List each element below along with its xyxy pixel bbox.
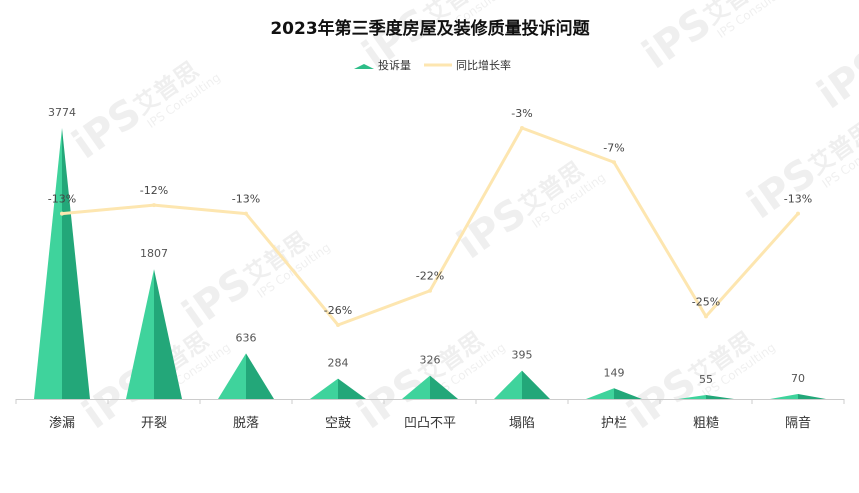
growth-value-label-6: -3% <box>511 107 532 120</box>
complaint-series <box>34 128 826 399</box>
complaint-triangle-right-face <box>706 395 734 399</box>
x-axis-label-4: 空鼓 <box>325 416 351 431</box>
x-axis-labels: 渗漏 开裂 脱落 空鼓 凹凸不平 塌陷 护栏 粗糙 隔音 <box>49 415 811 431</box>
complaint-triangle-right-face <box>614 388 642 399</box>
growth-point-4 <box>336 323 340 327</box>
complaint-value-label-2: 1807 <box>140 247 168 260</box>
complaint-triangle-left-face <box>494 370 522 399</box>
x-axis-ticks <box>15 399 845 404</box>
complaint-value-label-5: 326 <box>420 354 441 367</box>
growth-point-3 <box>244 211 248 216</box>
complaint-value-label-6: 395 <box>512 349 533 362</box>
growth-point-7 <box>612 160 616 165</box>
complaint-triangle-right-face <box>62 128 90 399</box>
growth-point-8 <box>704 314 708 319</box>
complaint-value-label-1: 3774 <box>48 106 76 119</box>
x-axis-label-8: 粗糙 <box>693 416 719 431</box>
complaint-triangle-8 <box>678 395 734 399</box>
complaint-triangle-left-face <box>310 378 338 399</box>
x-axis-label-2: 开裂 <box>141 416 167 431</box>
complaint-value-label-3: 636 <box>236 331 257 344</box>
legend[interactable]: 投诉量 同比增长率 <box>354 58 511 72</box>
growth-value-label-5: -22% <box>416 270 444 283</box>
complaint-triangle-3 <box>218 353 274 399</box>
complaint-value-label-7: 149 <box>604 366 625 379</box>
growth-value-label-2: -12% <box>140 184 168 197</box>
complaint-triangle-right-face <box>154 269 182 399</box>
legend-label-growth: 同比增长率 <box>456 58 511 72</box>
x-axis-label-6: 塌陷 <box>509 416 535 431</box>
x-axis-label-3: 脱落 <box>233 416 259 431</box>
complaint-triangle-left-face <box>678 395 706 399</box>
complaint-value-labels: 3774 1807 636 284 326 395 149 55 70 <box>48 106 805 386</box>
complaint-triangle-left-face <box>34 128 62 399</box>
complaint-triangle-right-face <box>246 353 274 399</box>
growth-value-label-8: -25% <box>692 295 720 308</box>
growth-point-9 <box>796 211 800 216</box>
legend-swatch-complaints <box>354 64 374 69</box>
complaint-triangle-1 <box>34 128 90 399</box>
complaint-triangle-left-face <box>402 375 430 399</box>
growth-value-label-4: -26% <box>324 304 352 317</box>
complaint-value-label-8: 55 <box>699 373 713 386</box>
x-axis-label-5: 凹凸不平 <box>404 416 456 431</box>
complaint-triangle-4 <box>310 378 366 399</box>
growth-point-1 <box>60 211 64 216</box>
complaint-triangle-6 <box>494 370 550 399</box>
chart-title: 2023年第三季度房屋及装修质量投诉问题 <box>270 18 590 39</box>
x-axis-label-7: 护栏 <box>601 416 627 431</box>
complaint-triangle-right-face <box>522 370 550 399</box>
complaint-triangle-9 <box>770 393 826 399</box>
growth-value-label-1: -13% <box>48 193 76 206</box>
growth-series <box>60 126 800 327</box>
complaint-triangle-right-face <box>430 375 458 399</box>
x-axis-label-9: 隔音 <box>785 415 811 431</box>
growth-value-label-3: -13% <box>232 193 260 206</box>
complaint-triangle-7 <box>586 388 642 399</box>
growth-value-labels: -13% -12% -13% -26% -22% -3% -7% -25% -13% <box>48 107 812 317</box>
growth-value-label-9: -13% <box>784 193 812 206</box>
complaint-triangle-left-face <box>770 393 798 399</box>
complaint-triangle-5 <box>402 375 458 399</box>
legend-label-complaints: 投诉量 <box>378 58 411 72</box>
complaint-triangle-right-face <box>798 393 826 399</box>
complaint-triangle-left-face <box>218 353 246 399</box>
complaint-triangle-2 <box>126 269 182 399</box>
growth-point-2 <box>152 203 156 208</box>
complaint-value-label-9: 70 <box>791 372 805 385</box>
x-axis-label-1: 渗漏 <box>49 415 75 431</box>
growth-point-5 <box>428 288 432 293</box>
complaint-value-label-4: 284 <box>328 357 349 370</box>
complaint-triangle-left-face <box>586 388 614 399</box>
growth-line <box>61 126 800 327</box>
growth-value-label-7: -7% <box>603 141 624 154</box>
complaint-triangle-right-face <box>338 378 366 399</box>
growth-point-6 <box>520 126 524 130</box>
watermark-brand: iPS <box>809 39 859 118</box>
complaint-triangle-left-face <box>126 269 154 399</box>
